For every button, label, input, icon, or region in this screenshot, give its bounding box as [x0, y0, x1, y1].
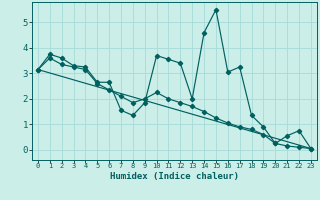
X-axis label: Humidex (Indice chaleur): Humidex (Indice chaleur) [110, 172, 239, 181]
